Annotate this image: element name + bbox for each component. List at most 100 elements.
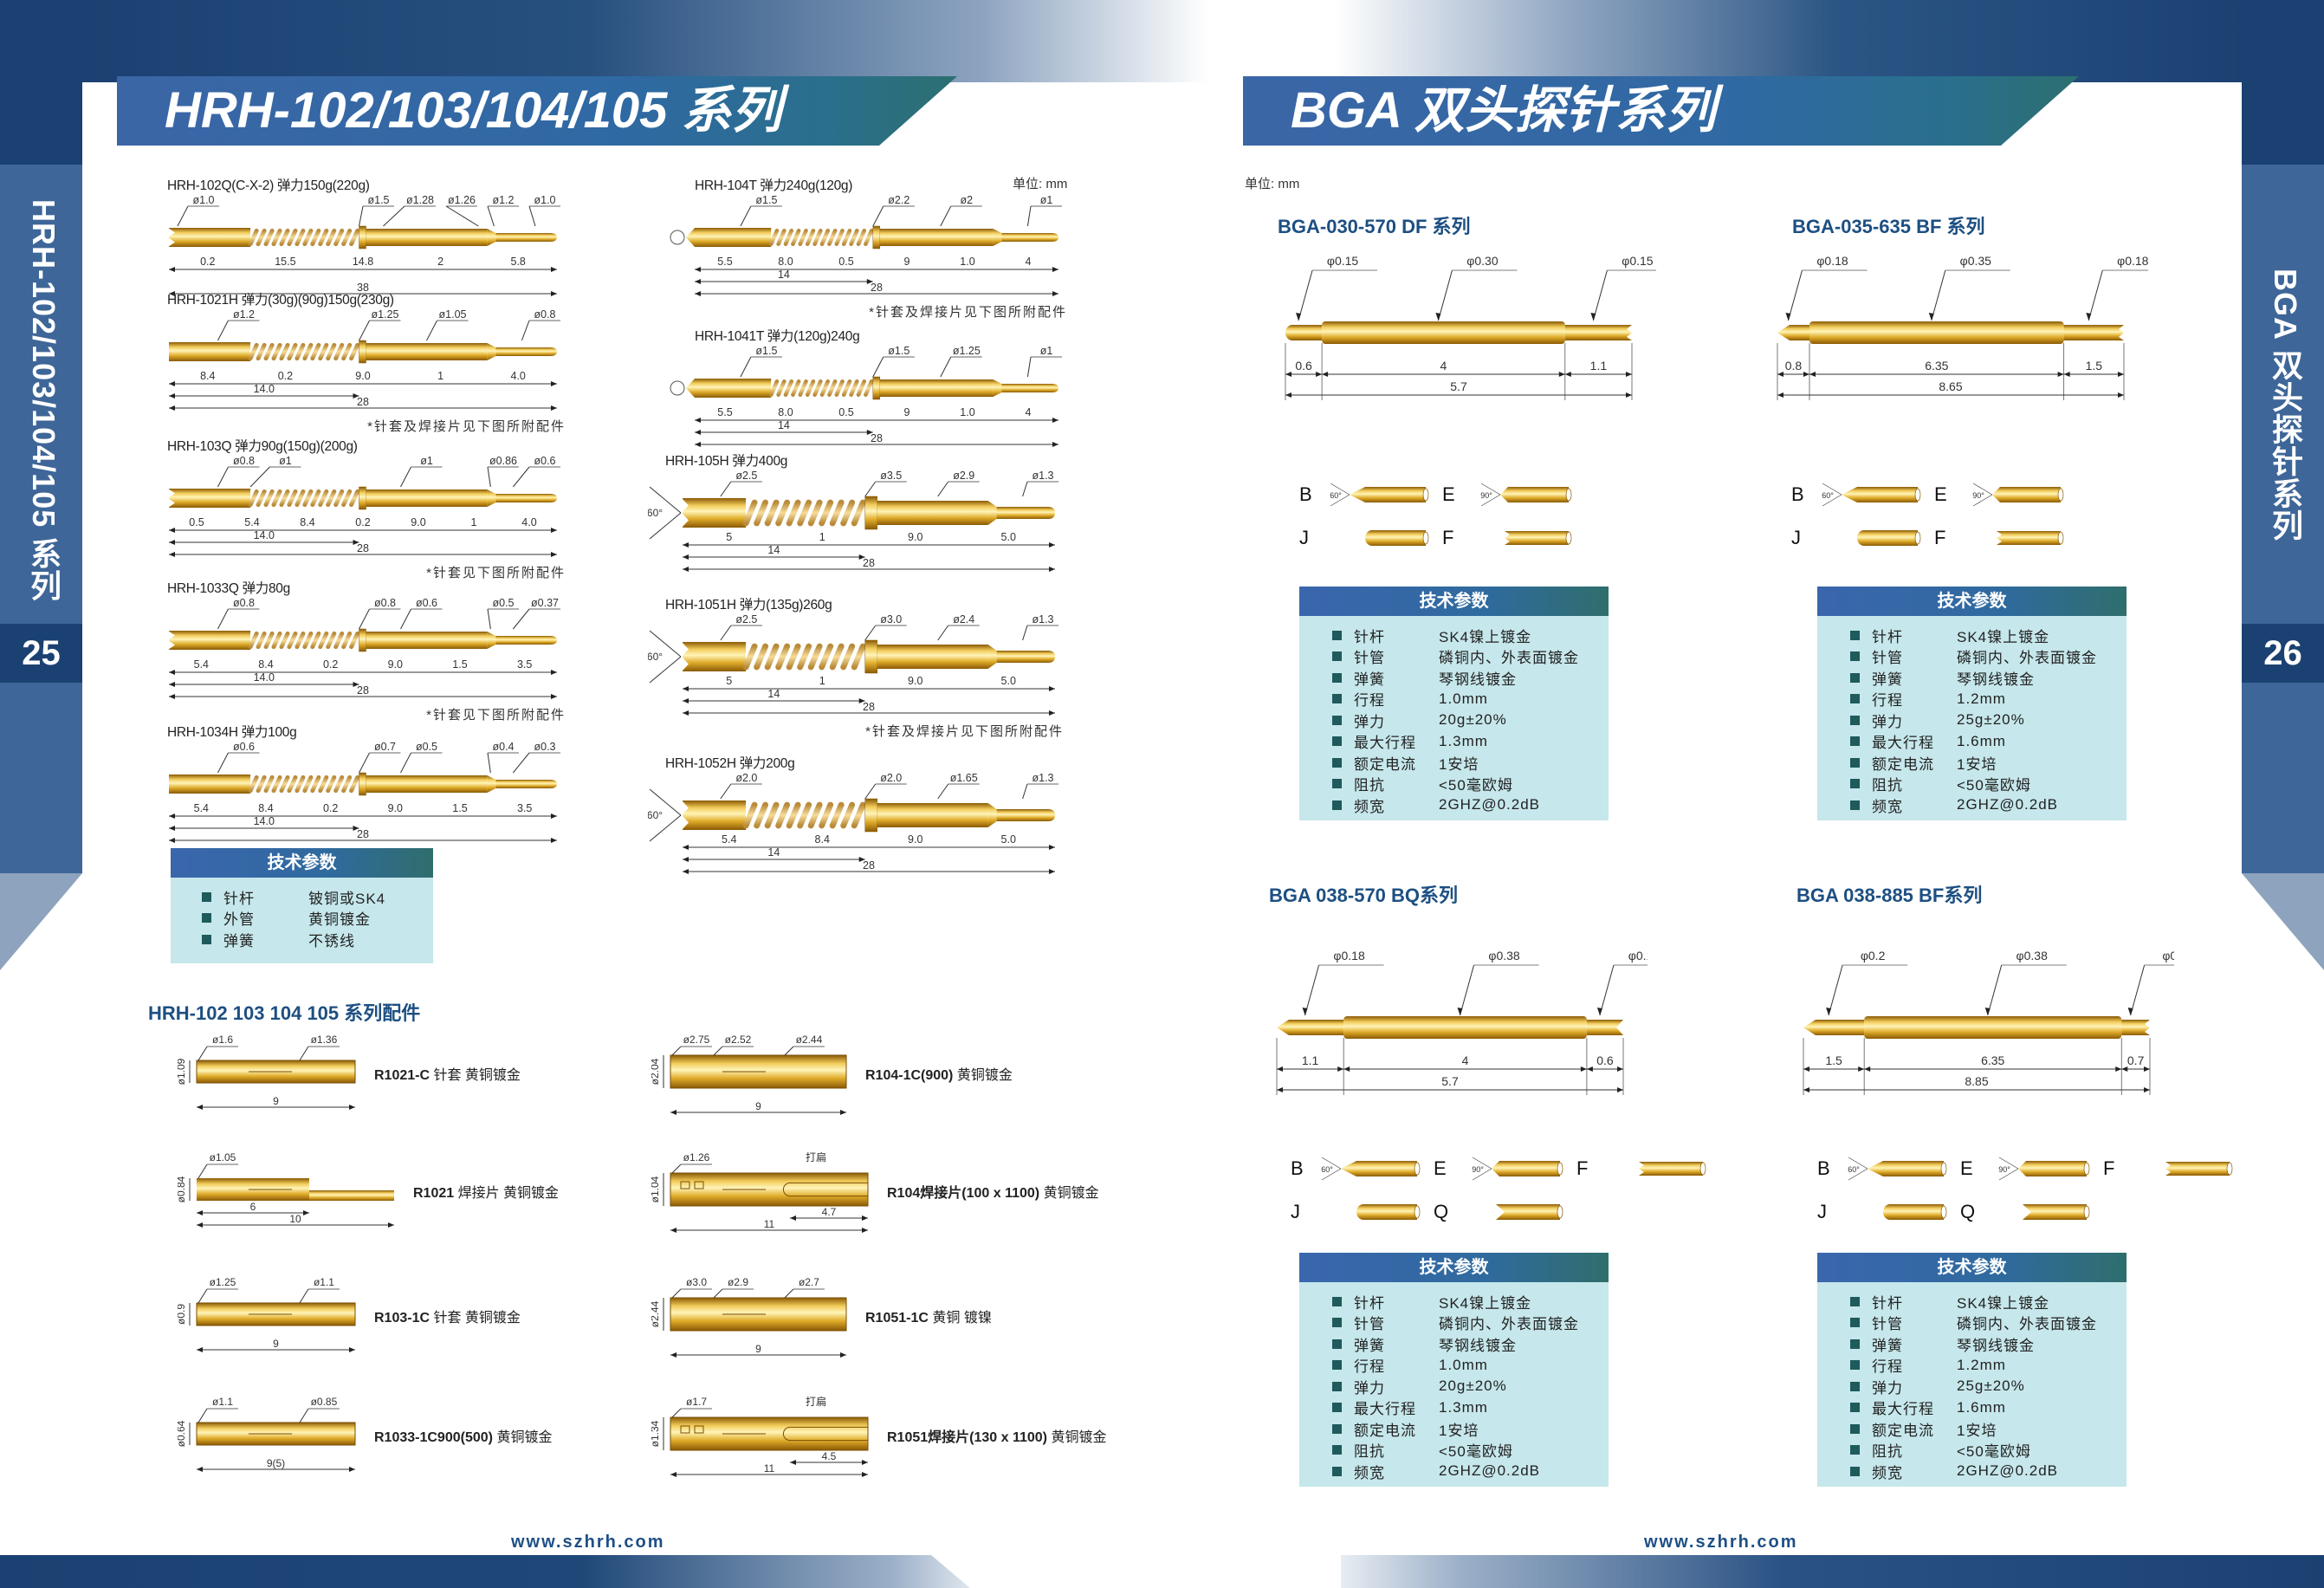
spring-coil xyxy=(271,775,282,794)
tech-param-name: 弹簧 xyxy=(1872,1337,1903,1354)
tech-param-name: 行程 xyxy=(1354,1358,1385,1376)
bullet-icon xyxy=(1332,1423,1342,1434)
spring-coil xyxy=(864,379,874,398)
dimension-label: 5.7 xyxy=(1450,379,1467,393)
leader-line xyxy=(1022,481,1028,497)
tech-param-value: 20g±20% xyxy=(1439,1377,1507,1395)
accessory-item: 打扁 ø1.04 ø1.26 4.7 11 R104焊接片(100 x 1100) 黄铜镀… xyxy=(651,1150,1136,1237)
dimension-label: φ0.18 xyxy=(2117,254,2148,268)
leader-line xyxy=(864,481,877,497)
dimension-label: ø1.25 xyxy=(210,1276,236,1288)
tech-params-list: 针杆 SK4镍上镀金 针管 磷铜内、外表面镀金 弹簧 琴钢线镀金 行程 1.2mm 弹力 25g±… xyxy=(1817,1282,2127,1482)
spring-coil xyxy=(829,643,845,671)
pin-plunger xyxy=(877,803,988,827)
dimension-label: 5.0 xyxy=(1001,675,1016,687)
pin-flange xyxy=(864,639,877,674)
pin-drawing: 60° ø2.0 ø2.0 ø1.65 ø1.3 5.4 8.4 9.0 5.0 14 28 xyxy=(647,772,1058,874)
leader-line xyxy=(740,205,752,227)
dimension-label: 1 xyxy=(471,516,477,528)
dimension-label: ø2.4 xyxy=(953,613,974,625)
dimension-label: ø1.5 xyxy=(888,345,910,357)
dimension-label: ø1.0 xyxy=(534,194,555,206)
spring-coil xyxy=(318,342,329,361)
dimension-label: 14 xyxy=(767,544,780,556)
right-sidebar: BGA 双头探针系列 xyxy=(2242,165,2324,624)
bullet-icon xyxy=(1332,715,1342,725)
bga-pin-body xyxy=(1343,1016,1587,1039)
tech-params: 技术参数 针杆 SK4镍上镀金 针管 磷铜内、外表面镀金 弹簧 琴钢线镀金 行程 1.0mm 弹力… xyxy=(1299,1253,1609,1487)
point-tip xyxy=(686,228,695,247)
spring-coil xyxy=(256,775,267,794)
tip-letter: E xyxy=(1960,1157,1973,1179)
dimension-label: 0.8 xyxy=(1785,359,1803,373)
tech-param-name: 针管 xyxy=(1354,650,1385,667)
footer-url-left[interactable]: www.szhrh.com xyxy=(511,1533,665,1552)
tech-param-value: SK4镍上镀金 xyxy=(1957,1294,2050,1312)
dimension-label: 11 xyxy=(764,1462,775,1475)
leader-line xyxy=(512,466,530,488)
tech-param-value: 1.6mm xyxy=(1957,1398,2006,1416)
dimension-label: 5.4 xyxy=(194,802,209,814)
tech-param-row: 最大行程 1.6mm xyxy=(1850,1397,2127,1419)
tech-param-row: 针杆 铍铜或SK4 xyxy=(202,886,433,908)
tech-param-row: 阻抗 <50毫欧姆 xyxy=(1332,774,1609,795)
bullet-icon xyxy=(1850,630,1860,640)
dimension-label: ø2.0 xyxy=(880,772,902,784)
bullet-icon xyxy=(1850,651,1860,662)
spring-coil xyxy=(864,228,874,247)
dimension-label: 打扁 xyxy=(806,1151,826,1163)
tech-param-name: 针杆 xyxy=(1354,1294,1385,1312)
tech-param-row: 行程 1.2mm xyxy=(1850,1355,2127,1377)
footnote: *针套及焊接片见下图所附配件 xyxy=(865,724,1064,739)
dimension-label: 2 xyxy=(437,256,443,268)
spring-coil xyxy=(856,379,867,398)
dimension-label: ø2.52 xyxy=(725,1034,752,1046)
footer-url-right[interactable]: www.szhrh.com xyxy=(1644,1533,1798,1552)
dimension-label: 28 xyxy=(863,859,875,872)
spring-coil xyxy=(764,643,780,671)
dimension-label: ø0.8 xyxy=(233,455,255,467)
spring-coil xyxy=(248,489,259,508)
spring-coil xyxy=(256,489,267,508)
tip-view-icon xyxy=(670,380,685,396)
cone60-tip-icon: 60° xyxy=(1848,1157,1947,1181)
accessory-material: 黄铜镀金 xyxy=(956,1068,1013,1083)
dimension-label: 9 xyxy=(755,1100,761,1112)
tech-param-value: 磷铜内、外表面镀金 xyxy=(1439,650,1579,667)
tip-letter: Q xyxy=(1960,1201,1976,1222)
accessory-material: 黄铜镀金 xyxy=(1043,1186,1099,1201)
tip-style-option: E 90° xyxy=(1934,475,2073,513)
cone60-tip-icon: 60° xyxy=(1822,483,1921,507)
tech-param-name: 针杆 xyxy=(223,890,255,907)
dimension-label: 28 xyxy=(357,542,369,554)
leader-line xyxy=(864,783,877,800)
dimension-label: 4 xyxy=(1026,406,1032,418)
accessory-code: R104-1C(900) xyxy=(865,1068,954,1083)
tech-param-name: 针管 xyxy=(1354,1316,1385,1333)
spring-coil xyxy=(295,489,306,508)
dimension-label: 9 xyxy=(755,1343,761,1355)
dimension-label: 14.0 xyxy=(254,529,275,541)
tech-param-name: 额定电流 xyxy=(1872,755,1934,773)
dimension-label: 14.8 xyxy=(353,256,373,268)
dimension-label: 5 xyxy=(726,675,732,687)
pin-title: HRH-1041T 弹力(120g)240g xyxy=(695,329,860,344)
accessory-label: R1021-C 针套 黄铜镀金 xyxy=(374,1063,521,1084)
dimension-label: ø2.44 xyxy=(651,1300,661,1327)
tech-params-title: 技术参数 xyxy=(171,848,433,878)
pin-plunger xyxy=(366,229,488,246)
cone60-tip-icon: 60° xyxy=(1321,1157,1421,1181)
bullet-icon xyxy=(1332,672,1342,683)
dimension-label: ø0.4 xyxy=(492,741,514,753)
dimension-label: ø1.65 xyxy=(950,772,978,784)
dimension-label: 8.0 xyxy=(778,406,793,418)
accessory-code: R1021-C xyxy=(374,1068,430,1083)
dimension-label: 0.5 xyxy=(838,406,853,418)
pin-flange xyxy=(359,225,366,250)
pin-diagram: HRH-1051H 弹力(135g)260g 60° ø2.5 ø3.0 ø2.4 ø1.… xyxy=(647,594,1064,740)
dimension-label: ø3.0 xyxy=(880,613,902,625)
tech-param-value: 不锈线 xyxy=(308,932,355,950)
dimension-label: 9 xyxy=(904,256,910,268)
dimension-label: ø1.26 xyxy=(448,194,476,206)
dimension-label: 1 xyxy=(819,531,825,543)
